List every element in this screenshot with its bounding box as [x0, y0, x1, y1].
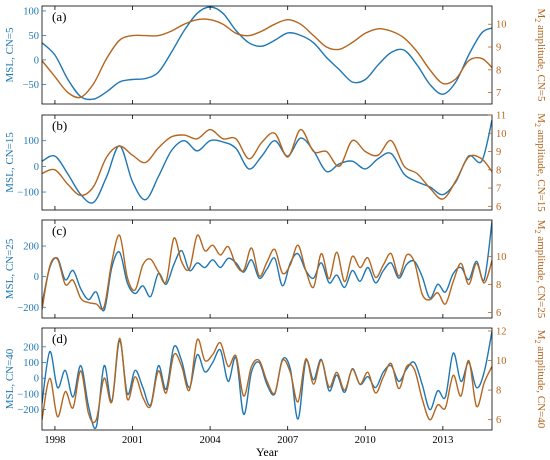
msl-series-line [42, 6, 492, 101]
y-left-tick-label: 100 [23, 6, 39, 17]
panel-2: −100 0 100 6 7 8 9 10 11 (b) MSL, CN=15 M2 amplitud… [4, 111, 547, 213]
y-right-tick-label: 10 [496, 129, 507, 140]
y-right-axis-label: M2 amplitude, CN=25 [533, 220, 547, 319]
y-right-axis-label: M2 amplitude, CN=40 [533, 330, 547, 429]
y-left-tick-label: 100 [23, 358, 39, 369]
plot-frame [41, 114, 493, 211]
y-right-tick-label: 12 [496, 326, 507, 337]
m2-amplitude-series-line [42, 128, 492, 200]
y-left-tick-label: −50 [23, 80, 39, 91]
y-left-tick-label: −200 [17, 405, 39, 416]
panel-tag: (a) [52, 9, 66, 24]
y-left-tick-label: −100 [17, 188, 39, 199]
panel-tag: (d) [52, 331, 67, 346]
y-right-tick-label: 8 [496, 386, 501, 397]
y-right-tick-label: 8 [496, 165, 501, 176]
y-left-axis-label: MSL, CN=15 [4, 132, 16, 193]
panel-tag: (b) [52, 118, 67, 133]
y-left-tick-label: 0 [34, 55, 39, 66]
msl-series-line [42, 221, 492, 312]
y-left-tick-label: 50 [29, 31, 40, 42]
panel-1: −50 0 50 100 7 8 9 10 (a) MSL, CN=5 M2 amplitude, … [4, 5, 547, 105]
y-left-tick-label: −200 [17, 303, 39, 314]
panel-tag: (c) [52, 223, 66, 238]
x-tick-label: 2013 [432, 435, 453, 446]
x-tick-label: 2010 [355, 435, 376, 446]
m2-amplitude-series-line [42, 337, 492, 424]
y-left-tick-label: 200 [23, 242, 39, 253]
y-right-tick-label: 7 [496, 184, 501, 195]
y-left-tick-label: 0 [34, 162, 39, 173]
y-right-tick-label: 9 [496, 147, 501, 158]
plot-frame [41, 5, 493, 105]
m2-amplitude-series-line [42, 18, 492, 99]
y-left-axis-label: MSL, CN=40 [4, 348, 16, 409]
plot-frame [41, 219, 493, 319]
y-left-axis-label: MSL, CN=5 [4, 27, 16, 83]
y-left-tick-label: 0 [34, 272, 39, 283]
x-tick-label: 2004 [200, 435, 222, 446]
x-tick-label: 1998 [44, 435, 65, 446]
x-axis-label: Year [256, 445, 278, 459]
y-left-tick-label: 0 [34, 374, 39, 385]
panel-3: −200 0 200 6 8 10 (c) MSL, CN=25 M2 amplitude, C… [4, 219, 547, 319]
y-right-tick-label: 8 [496, 280, 501, 291]
panel-4: −200 −100 0 100 200 6 8 10 12 (d) MSL, CN=40 M2 amp… [4, 326, 547, 459]
y-right-axis-label: M2 amplitude, CN=5 [533, 8, 547, 102]
plot-frame [41, 327, 493, 431]
y-left-tick-label: 200 [23, 342, 39, 353]
x-tick-label: 2001 [122, 435, 143, 446]
y-right-tick-label: 7 [496, 88, 501, 99]
y-right-tick-label: 10 [496, 252, 507, 263]
y-right-tick-label: 6 [496, 308, 501, 319]
y-right-tick-label: 8 [496, 65, 501, 76]
y-left-tick-label: 100 [23, 136, 39, 147]
y-left-axis-label: MSL, CN=25 [4, 238, 16, 299]
y-left-tick-label: −100 [17, 389, 39, 400]
m2-amplitude-series-line [42, 234, 492, 311]
x-tick-label: 2007 [277, 435, 298, 446]
y-right-tick-label: 11 [496, 111, 506, 122]
y-right-tick-label: 9 [496, 43, 501, 54]
y-right-tick-label: 10 [496, 20, 507, 31]
y-right-axis-label: M2 amplitude, CN=15 [533, 113, 547, 212]
y-right-tick-label: 6 [496, 202, 501, 213]
y-right-tick-label: 6 [496, 415, 501, 426]
y-right-tick-label: 10 [496, 356, 507, 367]
msl-series-line [42, 119, 492, 204]
